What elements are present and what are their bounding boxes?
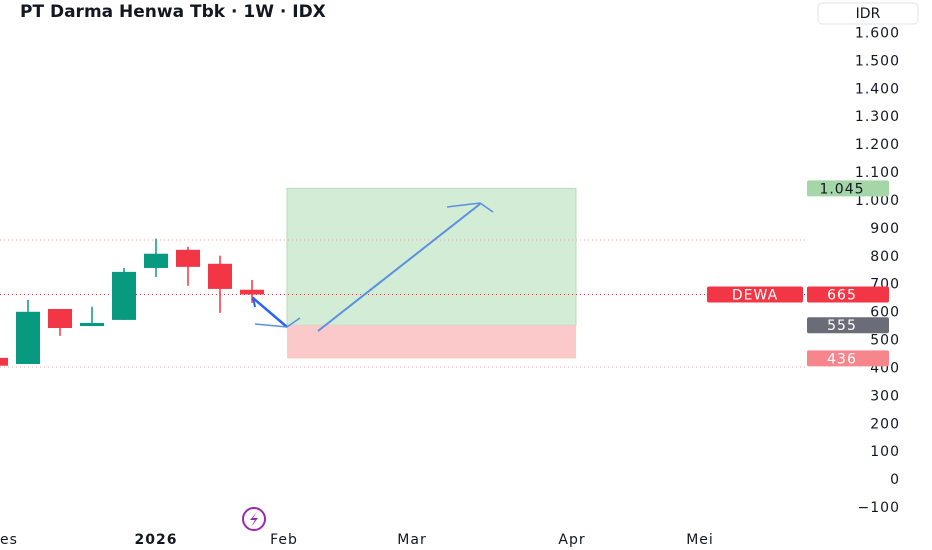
candle-body bbox=[208, 263, 232, 289]
y-tick-label: 200 bbox=[870, 416, 900, 432]
candle-body bbox=[144, 253, 168, 268]
candle-body bbox=[176, 249, 200, 267]
drawing-arrows bbox=[252, 202, 494, 332]
y-tick-label: −100 bbox=[858, 500, 900, 516]
y-tick-label: 1.200 bbox=[855, 137, 900, 153]
currency-label: IDR bbox=[856, 6, 881, 22]
price-label: 1.045 bbox=[819, 181, 864, 197]
candle-body bbox=[80, 322, 104, 327]
profit-zone bbox=[286, 187, 577, 326]
y-tick-label: 600 bbox=[870, 305, 900, 321]
symbol-label-box bbox=[707, 286, 803, 303]
y-tick-label: 1.600 bbox=[855, 25, 900, 41]
x-tick-label: 2026 bbox=[135, 532, 178, 548]
symbol-label: DEWA bbox=[732, 287, 778, 303]
y-tick-label: 300 bbox=[870, 388, 900, 404]
y-tick-label: 500 bbox=[870, 333, 900, 349]
x-tick-label: Mar bbox=[397, 532, 426, 548]
candle-body bbox=[0, 357, 8, 366]
candle-body bbox=[112, 271, 136, 320]
y-tick-label: 1.500 bbox=[855, 53, 900, 69]
price-label: 555 bbox=[827, 318, 857, 334]
x-tick-label: Feb bbox=[270, 532, 298, 548]
x-tick-label: Apr bbox=[558, 532, 585, 548]
y-tick-label: 0 bbox=[890, 472, 900, 488]
price-label: 436 bbox=[827, 351, 857, 367]
price-label-box bbox=[807, 180, 889, 197]
candle-body bbox=[48, 309, 72, 328]
candle-body bbox=[16, 311, 40, 365]
y-tick-label: 900 bbox=[870, 221, 900, 237]
chart-title: PT Darma Henwa Tbk · 1W · IDX bbox=[20, 2, 326, 22]
y-tick-label: 1.100 bbox=[855, 165, 900, 181]
currency-button[interactable] bbox=[817, 2, 919, 25]
y-tick-label: 800 bbox=[870, 249, 900, 265]
candle-body bbox=[240, 289, 264, 295]
price-label: 665 bbox=[827, 287, 857, 303]
x-tick-label: Mei bbox=[686, 532, 714, 548]
price-label-box bbox=[807, 286, 889, 303]
price-label-box bbox=[807, 317, 889, 334]
y-tick-label: 1.400 bbox=[855, 81, 900, 97]
price-label-box bbox=[807, 350, 889, 367]
loss-zone bbox=[287, 325, 576, 359]
y-tick-label: 1.300 bbox=[855, 109, 900, 125]
x-tick-label: es bbox=[0, 532, 18, 548]
lightning-icon[interactable] bbox=[242, 507, 266, 531]
y-tick-label: 100 bbox=[870, 444, 900, 460]
y-tick-label: 1.000 bbox=[855, 193, 900, 209]
